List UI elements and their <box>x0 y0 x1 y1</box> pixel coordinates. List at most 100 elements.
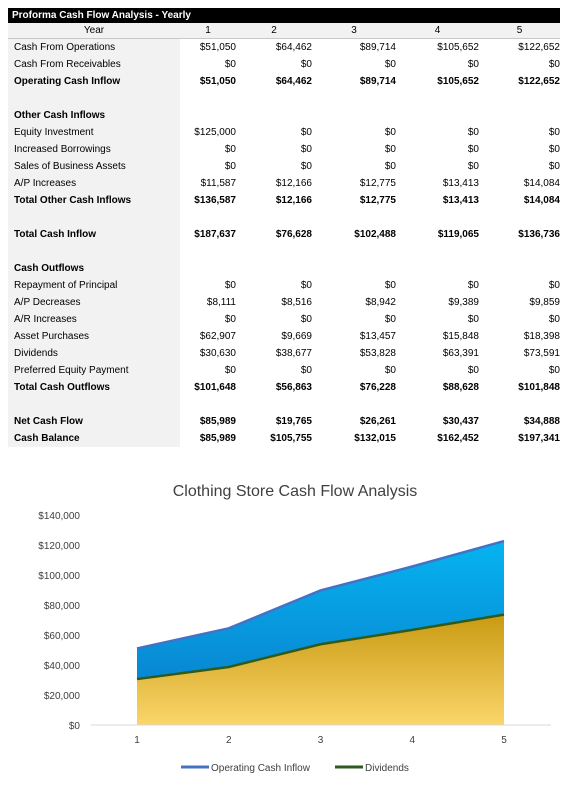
value-cell: $0 <box>548 59 560 70</box>
table-row: Total Cash Outflows $101,648 $56,863 $76,22… <box>8 379 560 396</box>
x-tick-label: 3 <box>318 735 324 746</box>
y-tick-label: $120,000 <box>38 541 80 552</box>
row-label: Repayment of Principal <box>8 277 180 294</box>
y-tick-label: $20,000 <box>44 691 81 702</box>
value-cell <box>479 243 560 260</box>
value-cell: $89,714 <box>359 42 396 53</box>
value-cell: $0 <box>224 280 236 291</box>
value-cell <box>236 396 312 413</box>
table-row: Cash Outflows <box>8 260 560 277</box>
value-cell <box>236 107 312 124</box>
value-cell: $187,637 <box>194 229 236 240</box>
value-cell <box>180 209 236 226</box>
table-row: Net Cash Flow $85,989 $19,765 $26,261 $30,43… <box>8 413 560 430</box>
table-row: Cash From Operations $51,050 $64,462 $89,71… <box>8 38 560 56</box>
row-label: Net Cash Flow <box>8 413 180 430</box>
value-cell: $12,166 <box>275 178 312 189</box>
value-cell: $136,587 <box>194 195 236 206</box>
blank-row <box>8 243 560 260</box>
row-label: Other Cash Inflows <box>8 107 180 124</box>
blank-row <box>8 90 560 107</box>
value-cell: $0 <box>467 280 479 291</box>
row-label: Increased Borrowings <box>8 141 180 158</box>
value-cell: $0 <box>300 161 312 172</box>
year-header-cell: 3 <box>312 23 396 39</box>
row-label: Dividends <box>8 345 180 362</box>
row-label: A/R Increases <box>8 311 180 328</box>
y-axis-ticks: $0 $20,000 $40,000 $60,000 $80,000 $100,000 $1… <box>38 511 80 732</box>
blank-row <box>8 209 560 226</box>
table-row: Sales of Business Assets $0 $0 $0 $0 $0 <box>8 158 560 175</box>
table-row: A/P Decreases $8,111 $8,516 $8,942 $9,389 $9,… <box>8 294 560 311</box>
value-cell <box>396 90 479 107</box>
value-cell: $0 <box>467 314 479 325</box>
value-cell: $0 <box>548 161 560 172</box>
value-cell: $9,859 <box>529 297 560 308</box>
spreadsheet: Proforma Cash Flow Analysis - Yearly Yea… <box>8 8 560 447</box>
value-cell <box>312 396 396 413</box>
row-label: Equity Investment <box>8 124 180 141</box>
row-label: Total Cash Outflows <box>8 379 180 396</box>
value-cell <box>396 209 479 226</box>
value-cell <box>312 209 396 226</box>
value-cell: $0 <box>467 127 479 138</box>
row-label: Preferred Equity Payment <box>8 362 180 379</box>
value-cell: $9,669 <box>281 331 312 342</box>
y-tick-label: $60,000 <box>44 631 81 642</box>
value-cell: $8,516 <box>281 297 312 308</box>
value-cell: $62,907 <box>199 331 236 342</box>
value-cell: $0 <box>384 280 396 291</box>
value-cell: $8,111 <box>206 297 236 308</box>
year-header-label: Year <box>8 23 180 39</box>
value-cell: $13,413 <box>442 195 479 206</box>
value-cell: $101,848 <box>518 382 560 393</box>
table-row: Cash Balance $85,989 $105,755 $132,015 $162,… <box>8 430 560 447</box>
series-lines <box>136 539 505 681</box>
value-cell: $0 <box>300 280 312 291</box>
value-cell: $51,050 <box>199 76 236 87</box>
cash-flow-area-chart: Clothing Store Cash Flow Analysis $0 $20,… <box>38 483 551 774</box>
y-tick-label: $100,000 <box>38 571 80 582</box>
sheet-title: Proforma Cash Flow Analysis - Yearly <box>8 8 560 23</box>
row-label: Cash From Receivables <box>8 56 180 73</box>
value-cell <box>180 243 236 260</box>
value-cell: $0 <box>300 127 312 138</box>
value-cell: $0 <box>300 314 312 325</box>
value-cell: $0 <box>467 365 479 376</box>
value-cell: $0 <box>224 314 236 325</box>
value-cell: $0 <box>300 365 312 376</box>
value-cell: $0 <box>467 59 479 70</box>
value-cell <box>396 243 479 260</box>
row-label <box>8 396 180 413</box>
value-cell <box>479 396 560 413</box>
table-row: Equity Investment $125,000 $0 $0 $0 $0 <box>8 124 560 141</box>
value-cell: $11,587 <box>200 178 236 189</box>
value-cell: $51,050 <box>199 42 236 53</box>
value-cell <box>180 396 236 413</box>
value-cell: $0 <box>224 161 236 172</box>
value-cell: $15,848 <box>442 331 479 342</box>
value-cell: $30,437 <box>442 416 479 427</box>
value-cell: $85,989 <box>199 433 236 444</box>
value-cell: $0 <box>300 59 312 70</box>
value-cell: $105,652 <box>437 42 479 53</box>
value-cell: $0 <box>384 365 396 376</box>
value-cell: $122,652 <box>518 76 560 87</box>
x-tick-label: 4 <box>409 735 415 746</box>
value-cell <box>479 209 560 226</box>
y-tick-label: $0 <box>69 721 81 732</box>
x-tick-label: 1 <box>134 735 140 746</box>
value-cell: $12,166 <box>275 195 312 206</box>
value-cell: $30,630 <box>199 348 236 359</box>
row-label: Cash Outflows <box>8 260 180 277</box>
value-cell: $73,591 <box>523 348 560 359</box>
value-cell: $19,765 <box>275 416 312 427</box>
chart-legend: Operating Cash Inflow Dividends <box>181 763 409 774</box>
value-cell: $56,863 <box>275 382 312 393</box>
value-cell <box>236 260 312 277</box>
value-cell: $34,888 <box>523 416 560 427</box>
value-cell: $9,389 <box>448 297 479 308</box>
value-cell: $76,228 <box>359 382 396 393</box>
value-cell: $26,261 <box>359 416 396 427</box>
value-cell: $132,015 <box>354 433 396 444</box>
